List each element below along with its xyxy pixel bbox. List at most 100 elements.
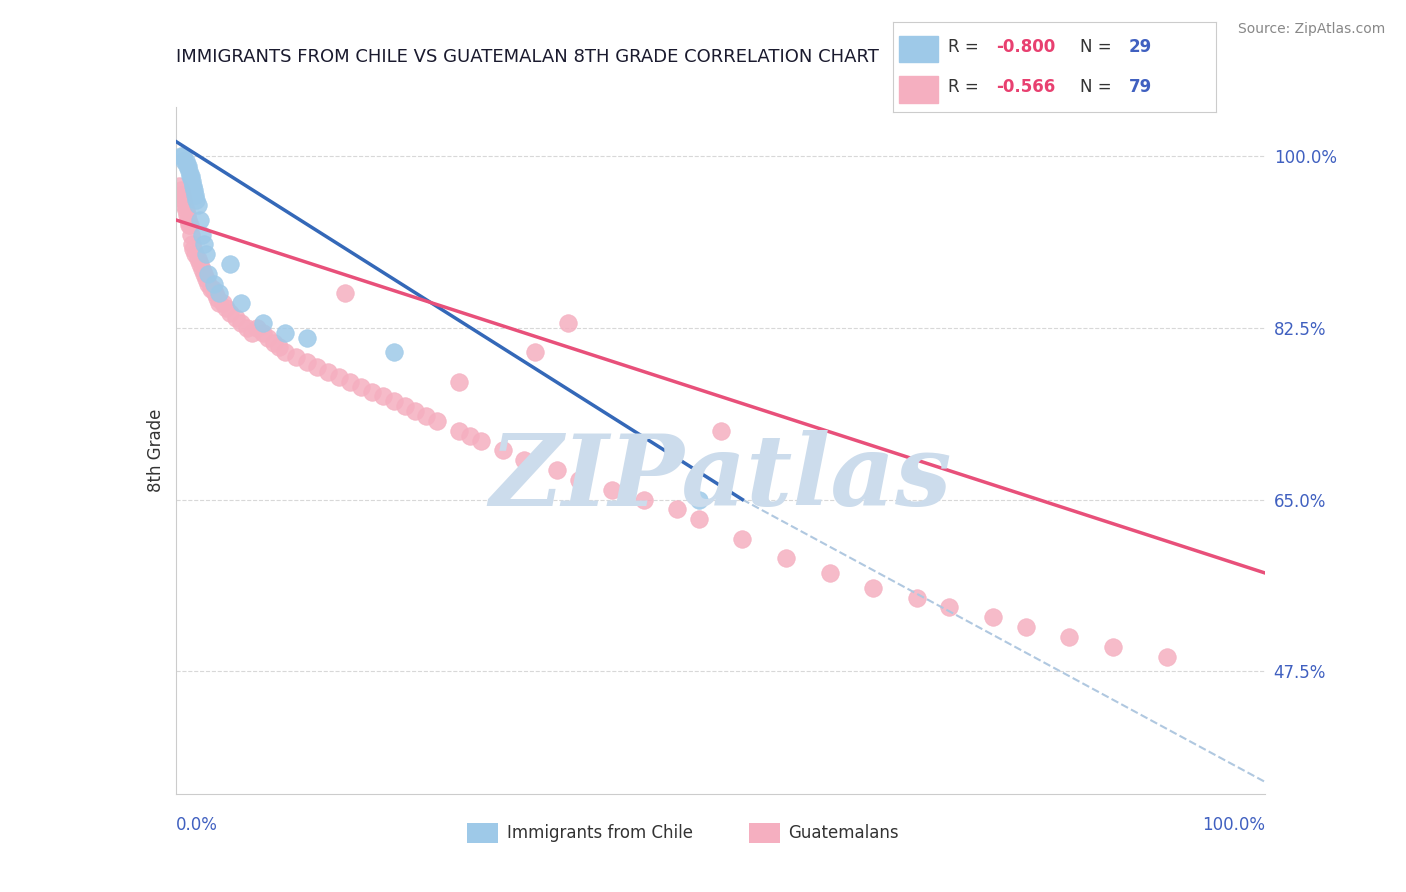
- Point: [775, 551, 797, 566]
- Point: [295, 355, 318, 369]
- Point: [1015, 620, 1038, 634]
- Point: [193, 237, 215, 252]
- Point: [371, 389, 394, 403]
- Point: [274, 326, 297, 340]
- Point: [382, 345, 405, 359]
- Point: [170, 184, 193, 198]
- Point: [181, 237, 204, 252]
- Point: [179, 218, 201, 232]
- Point: [180, 169, 202, 183]
- Point: [252, 326, 274, 340]
- Point: [170, 149, 193, 163]
- Point: [225, 311, 247, 326]
- Point: [568, 473, 591, 487]
- Point: [328, 369, 350, 384]
- Text: R =: R =: [948, 78, 984, 96]
- Point: [177, 159, 200, 173]
- Point: [186, 194, 208, 208]
- Point: [219, 306, 242, 320]
- Point: [174, 153, 197, 168]
- Point: [710, 424, 733, 438]
- Point: [183, 184, 205, 198]
- Point: [172, 194, 194, 208]
- Point: [180, 227, 202, 242]
- Point: [181, 178, 204, 193]
- Point: [188, 257, 211, 271]
- Point: [1102, 640, 1125, 654]
- Point: [274, 345, 297, 359]
- Point: [231, 296, 253, 310]
- Point: [193, 267, 215, 281]
- Point: [186, 198, 209, 212]
- Point: [240, 326, 263, 340]
- Point: [179, 169, 201, 183]
- Point: [905, 591, 928, 605]
- Text: Guatemalans: Guatemalans: [787, 824, 898, 842]
- Text: R =: R =: [948, 38, 984, 56]
- Point: [513, 453, 536, 467]
- Point: [269, 340, 291, 354]
- Point: [1156, 649, 1178, 664]
- Point: [204, 286, 226, 301]
- Point: [200, 282, 222, 296]
- Point: [181, 173, 204, 188]
- Text: Source: ZipAtlas.com: Source: ZipAtlas.com: [1237, 22, 1385, 37]
- Point: [202, 277, 225, 291]
- Point: [177, 164, 200, 178]
- Point: [181, 242, 204, 257]
- Point: [215, 301, 238, 316]
- Y-axis label: 8th Grade: 8th Grade: [146, 409, 165, 492]
- Point: [252, 316, 274, 330]
- Point: [176, 208, 198, 222]
- Point: [257, 331, 280, 345]
- Point: [981, 610, 1004, 624]
- Point: [173, 153, 195, 168]
- Text: -0.566: -0.566: [997, 78, 1056, 96]
- Point: [350, 380, 373, 394]
- Text: Immigrants from Chile: Immigrants from Chile: [508, 824, 693, 842]
- Point: [176, 159, 198, 173]
- Point: [246, 321, 269, 335]
- Point: [360, 384, 382, 399]
- Text: N =: N =: [1080, 78, 1118, 96]
- Point: [524, 345, 547, 359]
- Point: [557, 316, 579, 330]
- Point: [447, 424, 470, 438]
- Point: [231, 316, 253, 330]
- Point: [197, 277, 219, 291]
- Point: [688, 512, 710, 526]
- Point: [492, 443, 515, 458]
- Point: [818, 566, 841, 581]
- Point: [318, 365, 340, 379]
- Point: [731, 532, 754, 546]
- Point: [1057, 630, 1080, 644]
- Point: [201, 282, 224, 296]
- Point: [191, 262, 214, 277]
- Point: [458, 429, 481, 443]
- Point: [938, 600, 960, 615]
- Text: IMMIGRANTS FROM CHILE VS GUATEMALAN 8TH GRADE CORRELATION CHART: IMMIGRANTS FROM CHILE VS GUATEMALAN 8TH …: [176, 48, 879, 66]
- Point: [394, 400, 416, 414]
- Point: [307, 359, 329, 375]
- Point: [470, 434, 492, 448]
- Point: [195, 271, 218, 285]
- Point: [177, 212, 200, 227]
- Point: [205, 291, 228, 305]
- Point: [333, 286, 356, 301]
- Point: [174, 203, 197, 218]
- Text: 0.0%: 0.0%: [176, 815, 218, 833]
- Text: ZIPatlas: ZIPatlas: [489, 430, 952, 526]
- Point: [546, 463, 568, 477]
- Point: [447, 375, 470, 389]
- Point: [263, 335, 285, 350]
- FancyBboxPatch shape: [900, 76, 938, 103]
- Point: [177, 218, 200, 232]
- Point: [862, 581, 884, 595]
- Point: [382, 394, 405, 409]
- Point: [633, 492, 655, 507]
- Point: [219, 257, 242, 271]
- Point: [186, 252, 209, 266]
- Point: [284, 350, 307, 364]
- Point: [688, 492, 710, 507]
- Point: [405, 404, 427, 418]
